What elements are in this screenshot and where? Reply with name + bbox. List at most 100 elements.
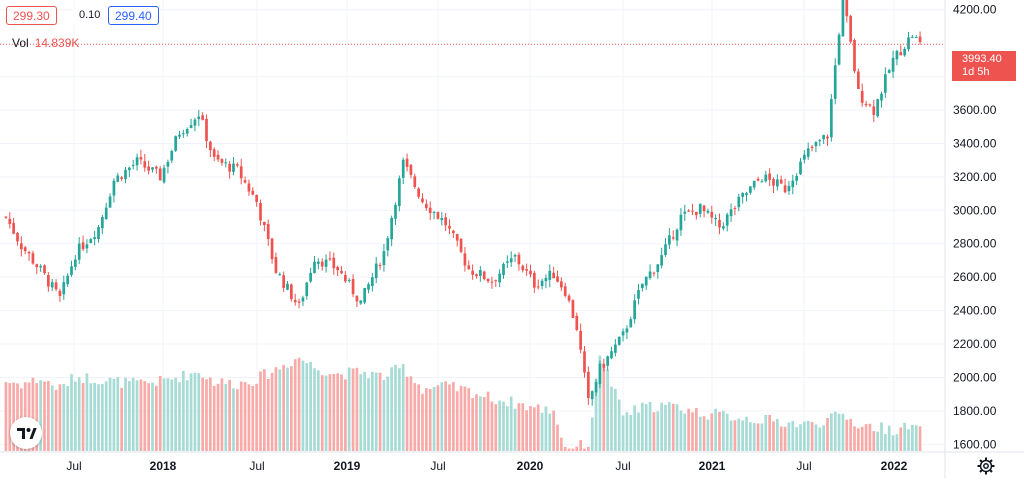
volume-bar — [695, 407, 698, 451]
volume-bar — [637, 412, 640, 451]
candle-body — [405, 158, 409, 167]
candle-body — [695, 211, 698, 216]
candle-body — [479, 269, 482, 276]
candle-body — [733, 208, 737, 210]
volume-bar — [737, 418, 741, 451]
volume-bar — [644, 404, 648, 451]
candle-body — [895, 50, 899, 60]
volume-bar — [50, 385, 54, 451]
candle-body — [436, 212, 440, 219]
volume-bar — [147, 383, 150, 451]
candle-body — [425, 203, 428, 209]
bid-price-badge[interactable]: 299.30 — [6, 6, 57, 25]
volume-bar — [158, 375, 162, 451]
volume-bar — [116, 377, 120, 451]
candle-body — [737, 196, 741, 208]
candle-body — [490, 281, 494, 283]
candle-body — [286, 283, 289, 290]
candle-body — [903, 48, 906, 56]
y-tick-label: 4200.00 — [953, 3, 997, 17]
volume-bar — [216, 383, 220, 451]
volume-bar — [151, 382, 154, 451]
volume-bar — [320, 375, 324, 451]
candle-body — [806, 148, 810, 157]
volume-bar — [868, 423, 872, 451]
volume-bars — [4, 355, 922, 451]
candle-body — [818, 140, 822, 142]
volume-bar — [236, 389, 239, 451]
x-tick-label: Jul — [796, 459, 811, 473]
candle-body — [918, 36, 922, 43]
volume-value: 14.839K — [34, 36, 80, 50]
volume-bar — [880, 422, 883, 451]
volume-bar — [752, 423, 756, 451]
volume-bar — [625, 412, 629, 451]
candle-body — [741, 193, 744, 197]
candle-body — [752, 180, 756, 188]
volume-bar — [760, 423, 764, 451]
volume-bar — [282, 365, 285, 451]
volume-bar — [274, 367, 278, 451]
candle-body — [463, 253, 467, 266]
gear-icon[interactable] — [976, 456, 996, 476]
candle-body — [509, 258, 513, 263]
candle-body — [101, 217, 104, 229]
volume-bar — [895, 434, 899, 451]
candle-body — [367, 284, 370, 290]
volume-bar — [112, 378, 116, 451]
volume-bar — [174, 377, 177, 451]
volume-bar — [351, 368, 355, 451]
candle-body — [301, 297, 305, 302]
candle-body — [409, 164, 413, 175]
volume-bar — [70, 374, 73, 451]
volume-bar — [4, 382, 8, 451]
candle-body — [104, 207, 108, 220]
candle-body — [147, 166, 150, 171]
ask-price-badge[interactable]: 299.40 — [108, 6, 159, 25]
volume-bar — [745, 416, 748, 451]
volume-bar — [776, 419, 779, 451]
candle-body — [274, 257, 278, 273]
volume-bar — [66, 386, 69, 451]
candle-body — [259, 202, 262, 221]
candle-body — [278, 274, 282, 276]
candle-body — [664, 244, 667, 255]
candle-body — [85, 244, 89, 249]
candle-body — [833, 65, 837, 99]
volume-bar — [178, 382, 181, 451]
candle-body — [617, 336, 621, 345]
volume-bar — [610, 386, 613, 451]
volume-bar — [309, 361, 312, 451]
time-axis[interactable]: Jul 2018 Jul 2019 Jul 2020 Jul 2021 Jul 2022 — [66, 459, 907, 473]
volume-bar — [459, 385, 463, 451]
candle-body — [421, 198, 424, 203]
candle-body — [779, 179, 783, 184]
y-tick-label: 2400.00 — [953, 304, 997, 318]
candle-body — [174, 136, 177, 151]
candle-body — [224, 162, 228, 164]
volume-bar — [887, 425, 891, 451]
candle-body — [35, 264, 39, 268]
volume-bar — [166, 378, 170, 451]
candle-body — [849, 15, 852, 42]
candle-body — [668, 235, 671, 245]
candle-body — [579, 330, 582, 350]
candle-body — [239, 166, 243, 179]
volume-bar — [47, 381, 50, 451]
y-tick-label: 3400.00 — [953, 136, 997, 150]
tradingview-logo-icon[interactable] — [10, 417, 42, 449]
candle-body — [23, 247, 27, 252]
volume-bar — [371, 371, 374, 451]
candle-body — [336, 266, 339, 271]
volume-bar — [633, 405, 636, 451]
candle-body — [382, 251, 386, 265]
candle-body — [776, 179, 779, 187]
candle-body — [16, 233, 19, 242]
volume-bar — [124, 377, 127, 451]
volume-bar — [486, 391, 490, 451]
candle-body — [170, 151, 174, 161]
candle-body — [378, 265, 382, 267]
volume-bar — [853, 426, 856, 451]
volume-bar — [498, 400, 501, 451]
